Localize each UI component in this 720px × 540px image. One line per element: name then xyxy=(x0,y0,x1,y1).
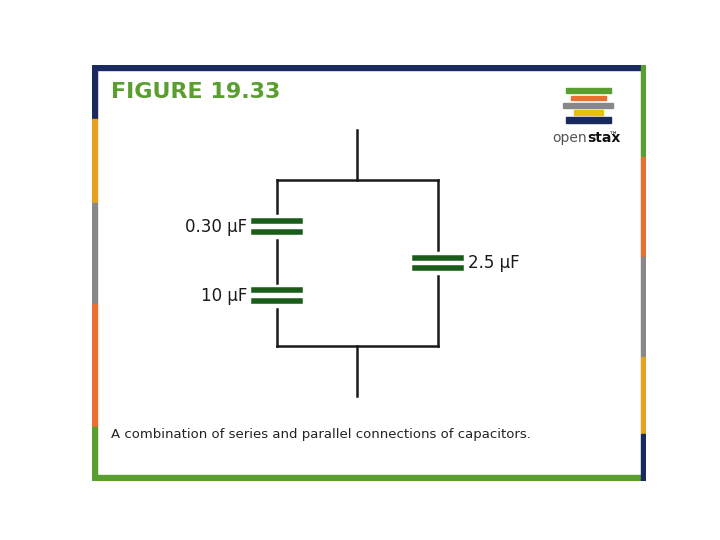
Bar xyxy=(641,65,647,157)
Bar xyxy=(92,119,97,204)
Bar xyxy=(92,65,647,70)
Text: FIGURE 19.33: FIGURE 19.33 xyxy=(111,82,280,102)
Text: A combination of series and parallel connections of capacitors.: A combination of series and parallel con… xyxy=(111,428,531,441)
Text: open: open xyxy=(552,131,587,145)
Bar xyxy=(92,475,647,481)
Text: stax: stax xyxy=(587,131,621,145)
Bar xyxy=(571,96,606,100)
Bar xyxy=(641,157,647,257)
Text: 2.5 μF: 2.5 μF xyxy=(467,254,519,272)
Bar xyxy=(566,88,611,93)
Text: 10 μF: 10 μF xyxy=(201,287,248,305)
Bar xyxy=(92,427,97,481)
Bar xyxy=(641,434,647,481)
Bar xyxy=(92,204,97,303)
Bar xyxy=(641,257,647,357)
Bar xyxy=(564,103,613,108)
Bar xyxy=(641,357,647,434)
Text: 0.30 μF: 0.30 μF xyxy=(185,218,248,235)
Bar xyxy=(566,117,611,123)
Bar xyxy=(92,65,97,119)
Bar xyxy=(92,303,97,427)
Bar xyxy=(574,110,603,115)
Text: ™: ™ xyxy=(608,131,618,140)
